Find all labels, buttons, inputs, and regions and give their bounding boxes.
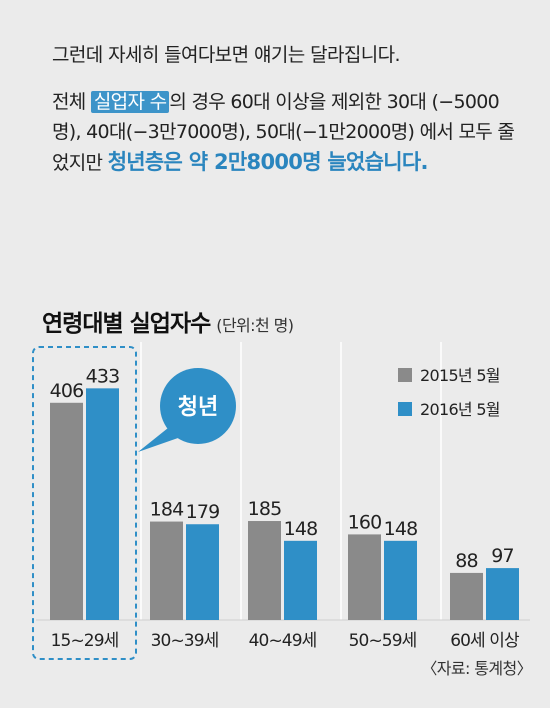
bar-2015 bbox=[348, 534, 381, 620]
bar-2015 bbox=[150, 521, 183, 620]
value-label: 433 bbox=[86, 365, 120, 387]
highlight-unemployed: 실업자 수 bbox=[90, 91, 170, 113]
category-label: 40~49세 bbox=[249, 631, 317, 651]
value-label: 185 bbox=[248, 498, 282, 520]
category-label: 60세 이상 bbox=[450, 631, 520, 651]
callout-pointer bbox=[138, 428, 178, 452]
legend-swatch bbox=[398, 402, 412, 416]
legend-swatch bbox=[398, 368, 412, 382]
youth-highlight-box bbox=[32, 346, 137, 660]
value-label: 184 bbox=[150, 499, 185, 521]
bar-2015 bbox=[50, 402, 83, 620]
legend-label: 2015년 5월 bbox=[420, 366, 500, 385]
value-label: 148 bbox=[384, 518, 418, 540]
bar-2015 bbox=[450, 572, 483, 620]
bar-2016 bbox=[86, 388, 119, 620]
bar-2015 bbox=[248, 521, 281, 620]
callout-label: 청년 bbox=[178, 395, 218, 420]
value-label: 97 bbox=[491, 545, 514, 567]
source-note: 〈자료: 통계청〉 bbox=[421, 659, 532, 678]
intro-middle: 의 경우 60대 이상을 제외한 30대 (−5000명), 40대(−3만70… bbox=[52, 91, 515, 174]
category-label: 30~39세 bbox=[151, 631, 219, 651]
bar-2016 bbox=[486, 568, 519, 620]
category-label: 15~29세 bbox=[51, 631, 119, 651]
chart-unit: (단위:천 명) bbox=[216, 316, 294, 335]
legend-label: 2016년 5월 bbox=[420, 400, 500, 419]
chart-title: 연령대별 실업자수 (단위:천 명) bbox=[42, 304, 294, 338]
bar-2016 bbox=[284, 540, 317, 620]
value-label: 88 bbox=[455, 550, 478, 572]
chart-title-text: 연령대별 실업자수 bbox=[42, 311, 211, 337]
value-label: 179 bbox=[186, 501, 220, 523]
callout-bubble bbox=[160, 368, 236, 444]
highlight-youth: 청년층은 약 2만8000명 늘었습니다. bbox=[107, 150, 429, 174]
value-label: 160 bbox=[348, 511, 382, 533]
value-label: 148 bbox=[284, 518, 318, 540]
bar-2016 bbox=[186, 524, 219, 620]
intro-before: 전체 bbox=[52, 91, 91, 113]
intro-line: 그런데 자세히 들여다보면 얘기는 달라집니다. bbox=[52, 44, 401, 66]
value-label: 406 bbox=[50, 380, 84, 402]
bar-2016 bbox=[384, 540, 417, 620]
category-label: 50~59세 bbox=[349, 631, 417, 651]
